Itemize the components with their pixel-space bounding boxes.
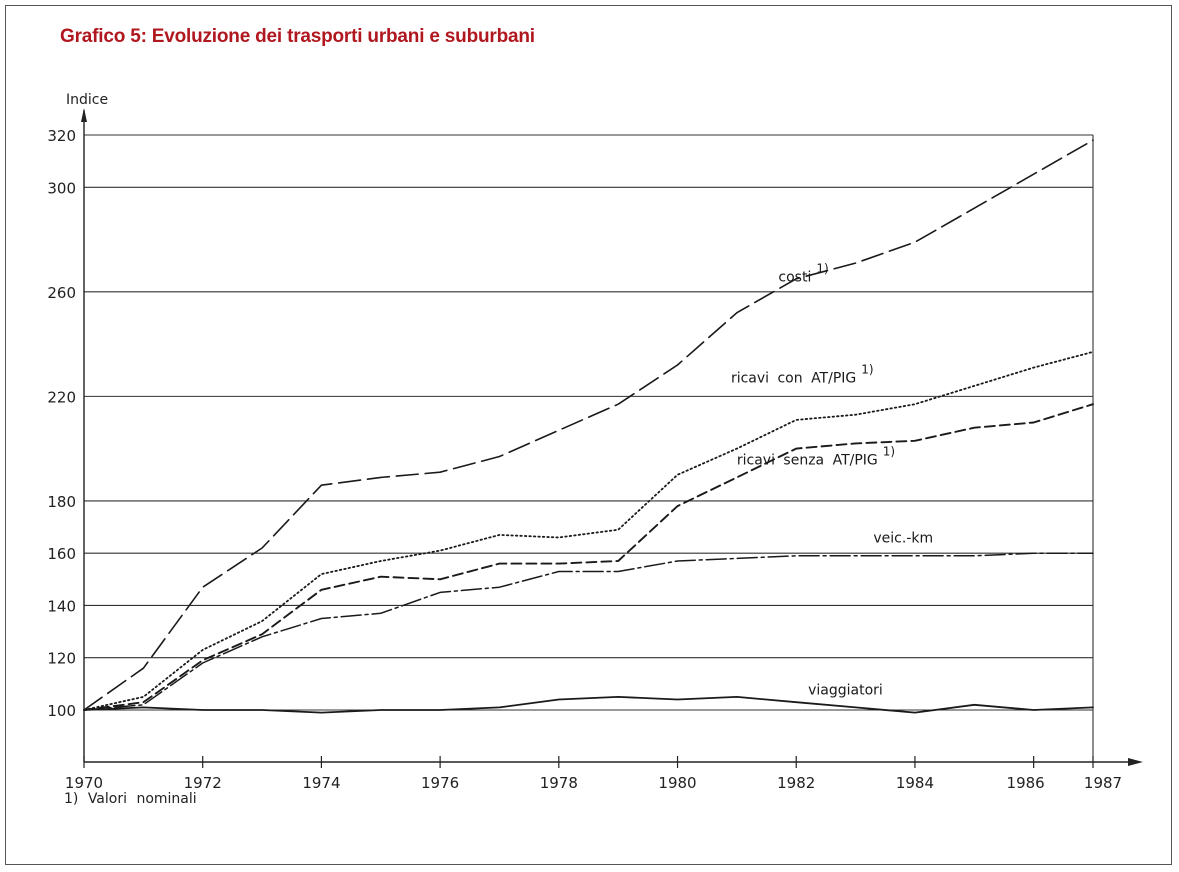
x-tick-label: 1986 [1007,774,1045,792]
y-tick-label: 180 [47,493,76,511]
series-label-2: ricavi con AT/PIG1) [731,363,874,387]
x-tick-label: 1980 [658,774,696,792]
x-tick-label: 1974 [302,774,340,792]
x-tick-label: 1982 [777,774,815,792]
series-line-2 [83,350,1094,711]
y-tick-label: 140 [47,597,76,615]
series-label-1: costi1) [778,261,828,285]
y-tick-label: 120 [47,650,76,668]
y-axis-arrow [81,108,87,122]
series-line-3 [83,403,1094,711]
x-tick-label: 1972 [184,774,222,792]
y-tick-label: 160 [47,545,76,563]
x-tick-label: 1987 [1084,774,1122,792]
y-tick-label: 320 [47,127,76,145]
footnote: 1) Valori nominali [64,791,197,807]
y-tick-label: 300 [47,179,76,197]
chart-frame [5,5,1172,865]
y-tick-label: 100 [47,702,76,720]
x-axis-arrow [1128,758,1143,766]
x-tick-label: 1970 [65,774,103,792]
series-line-1 [83,139,1094,711]
y-tick-label: 260 [47,284,76,302]
x-tick-label: 1976 [421,774,459,792]
y-axis-label: Indice [66,92,108,108]
series-label-5: viaggiatori [808,682,883,698]
y-tick-label: 220 [47,388,76,406]
series-line-5 [83,696,1094,714]
x-tick-label: 1984 [896,774,934,792]
series-line-4 [83,552,1094,711]
series-label-3: ricavi senza AT/PIG1) [737,445,895,469]
series-label-4: veic.-km [873,531,933,547]
chart-title: Grafico 5: Evoluzione dei trasporti urba… [60,26,535,47]
x-tick-label: 1978 [540,774,578,792]
